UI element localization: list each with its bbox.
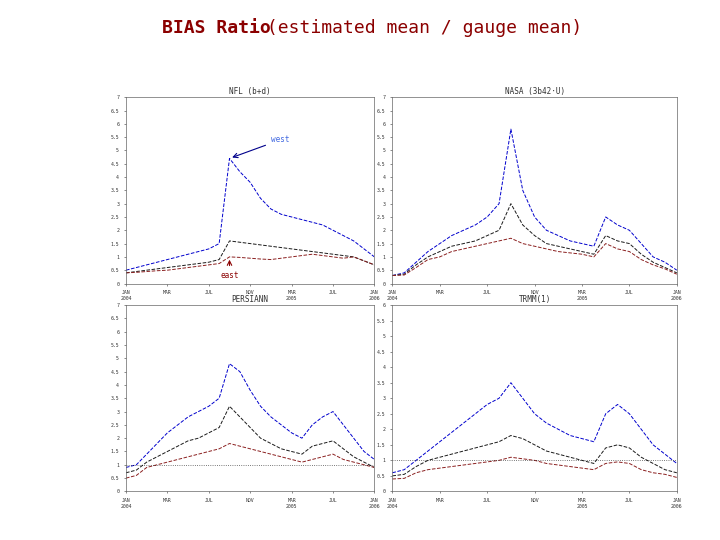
Text: east: east bbox=[220, 261, 239, 280]
Text: west: west bbox=[233, 136, 289, 158]
Title: NFL (b+d): NFL (b+d) bbox=[230, 87, 271, 97]
Text: (estimated mean / gauge mean): (estimated mean / gauge mean) bbox=[256, 19, 582, 37]
Text: BIAS Ratio: BIAS Ratio bbox=[162, 19, 271, 37]
Title: TRMM(1): TRMM(1) bbox=[518, 295, 551, 305]
Title: NASA (3b42·U): NASA (3b42·U) bbox=[505, 87, 564, 97]
Title: PERSIANN: PERSIANN bbox=[232, 295, 269, 305]
Text: BIAS Ratio (estimated mean / gauge mean): BIAS Ratio (estimated mean / gauge mean) bbox=[143, 19, 577, 37]
